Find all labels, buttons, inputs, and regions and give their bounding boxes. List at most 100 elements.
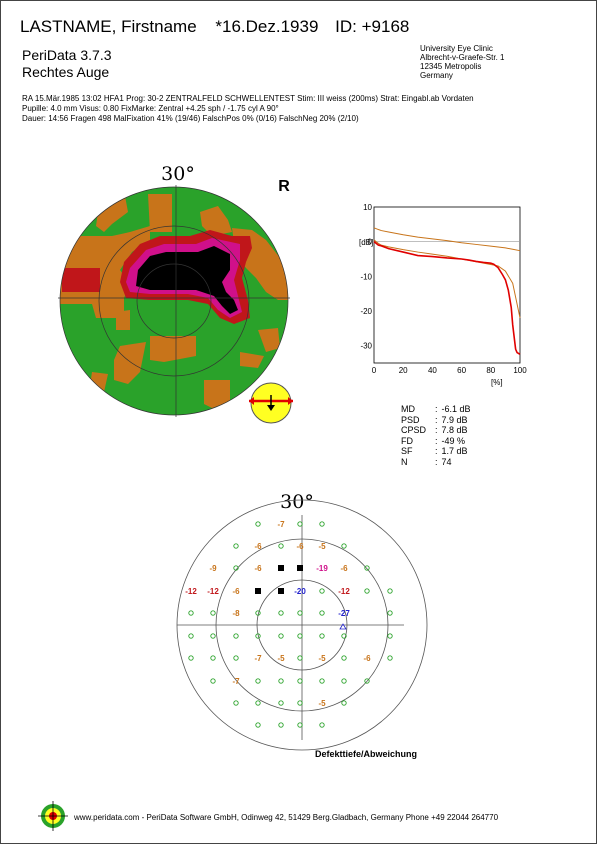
- stat-colon: :: [435, 435, 438, 446]
- normal-point: [319, 610, 325, 616]
- patient-header: LASTNAME, Firstname *16.Dez.1939 ID: +91…: [20, 17, 409, 37]
- normal-point: [278, 700, 284, 706]
- normal-point: [297, 633, 303, 639]
- normal-point: [319, 633, 325, 639]
- defect-value: -6: [232, 587, 240, 596]
- stat-label: SF: [401, 446, 413, 456]
- normal-point: [319, 521, 325, 527]
- series-line-1: [373, 227, 521, 252]
- stat-colon: :: [435, 425, 438, 435]
- normal-point: [188, 655, 194, 661]
- stat-value: -49 %: [441, 435, 466, 446]
- y-axis-label: [dB]: [359, 238, 373, 247]
- stat-label: PSD: [401, 414, 420, 425]
- x-tick-label: 100: [513, 366, 527, 375]
- defect-value: -27: [338, 609, 350, 618]
- normal-point: [210, 610, 216, 616]
- normal-point: [297, 521, 303, 527]
- defect-value: -5: [318, 699, 326, 708]
- x-tick-label: 0: [372, 366, 377, 375]
- normal-point: [233, 633, 239, 639]
- normal-point: [233, 700, 239, 706]
- defect-value: -7: [254, 654, 262, 663]
- normal-point: [278, 678, 284, 684]
- defect-value: -12: [185, 587, 197, 596]
- normal-point: [341, 700, 347, 706]
- greyscale-angle-label: 30°: [161, 163, 195, 185]
- normal-point: [341, 633, 347, 639]
- defect-value: -6: [363, 654, 371, 663]
- defect-value: -12: [207, 587, 219, 596]
- patient-id: ID: +9168: [335, 17, 410, 36]
- clinic-address: University Eye Clinic Albrecht-v-Graefe-…: [420, 44, 504, 80]
- footer-text: www.peridata.com - PeriData Software Gmb…: [74, 813, 499, 822]
- clinic-line: Germany: [420, 71, 453, 80]
- stat-row: N:74: [401, 457, 475, 468]
- y-tick-label: -10: [360, 272, 372, 281]
- patient-name: LASTNAME, Firstname: [20, 17, 197, 36]
- normal-point: [297, 655, 303, 661]
- defect-map-caption: Defekttiefe/Abweichung: [315, 749, 418, 759]
- exam-info-1: RA 15.Mär.1985 13:02 HFA1 Prog: 30-2 ZEN…: [22, 94, 474, 103]
- normal-point: [255, 633, 261, 639]
- normal-point: [278, 633, 284, 639]
- defect-value: -6: [254, 542, 262, 551]
- stat-colon: :: [435, 446, 438, 456]
- normal-point: [387, 588, 393, 594]
- defect-value: -6: [296, 542, 304, 551]
- normal-point: [297, 678, 303, 684]
- chart-frame: [373, 206, 521, 364]
- stat-row: CPSD:7.8 dB: [401, 425, 475, 436]
- stat-row: FD: -49 %: [401, 436, 475, 447]
- blind-spot-marker: [339, 623, 347, 630]
- normal-point: [364, 565, 370, 571]
- x-tick-label: 80: [486, 366, 495, 375]
- normal-point: [278, 543, 284, 549]
- defect-value: -7: [232, 677, 240, 686]
- defect-value: -6: [340, 564, 348, 573]
- y-tick-label: -20: [360, 307, 372, 316]
- stat-value: -6.1 dB: [441, 404, 471, 414]
- normal-point: [210, 655, 216, 661]
- defect-value: -12: [338, 587, 350, 596]
- clinic-line: Albrecht-v-Graefe-Str. 1: [420, 53, 505, 62]
- normal-point: [297, 700, 303, 706]
- clinic-line: University Eye Clinic: [420, 44, 493, 53]
- defect-value: -7: [277, 520, 285, 529]
- x-tick-label: 40: [428, 366, 437, 375]
- normal-point: [319, 678, 325, 684]
- normal-point: [188, 633, 194, 639]
- absolute-defect-point: [255, 588, 261, 594]
- defect-value: -5: [318, 654, 326, 663]
- normal-point: [255, 722, 261, 728]
- stat-colon: :: [435, 456, 438, 467]
- stat-row: MD: -6.1 dB: [401, 404, 475, 415]
- absolute-defect-point: [297, 565, 303, 571]
- absolute-defect-point: [278, 565, 284, 571]
- software-version: PeriData 3.7.3: [22, 47, 112, 63]
- normal-point: [255, 521, 261, 527]
- normal-point: [255, 678, 261, 684]
- normal-point: [278, 610, 284, 616]
- eye-side: Rechtes Auge: [22, 64, 110, 80]
- normal-point: [319, 588, 325, 594]
- normal-point: [233, 655, 239, 661]
- series-line-2: [373, 239, 521, 319]
- exam-info-2: Pupille: 4.0 mm Visus: 0.80 FixMarke: Ze…: [22, 104, 279, 113]
- defect-value: -20: [294, 587, 306, 596]
- normal-point: [341, 678, 347, 684]
- fixation-indicator: [249, 382, 293, 424]
- normal-point: [341, 655, 347, 661]
- normal-point: [188, 610, 194, 616]
- series-line-3: [373, 241, 521, 356]
- x-tick-label: 20: [399, 366, 408, 375]
- stat-value: 74: [441, 456, 452, 467]
- global-indices: MD: -6.1 dB PSD:7.9 dB CPSD:7.8 dB FD: -49 % S…: [401, 404, 475, 467]
- stat-value: 7.8 dB: [441, 425, 468, 435]
- stat-colon: :: [435, 404, 438, 414]
- red-defect-left: [62, 268, 100, 292]
- normal-point: [278, 722, 284, 728]
- stat-row: SF:1.7 dB: [401, 446, 475, 457]
